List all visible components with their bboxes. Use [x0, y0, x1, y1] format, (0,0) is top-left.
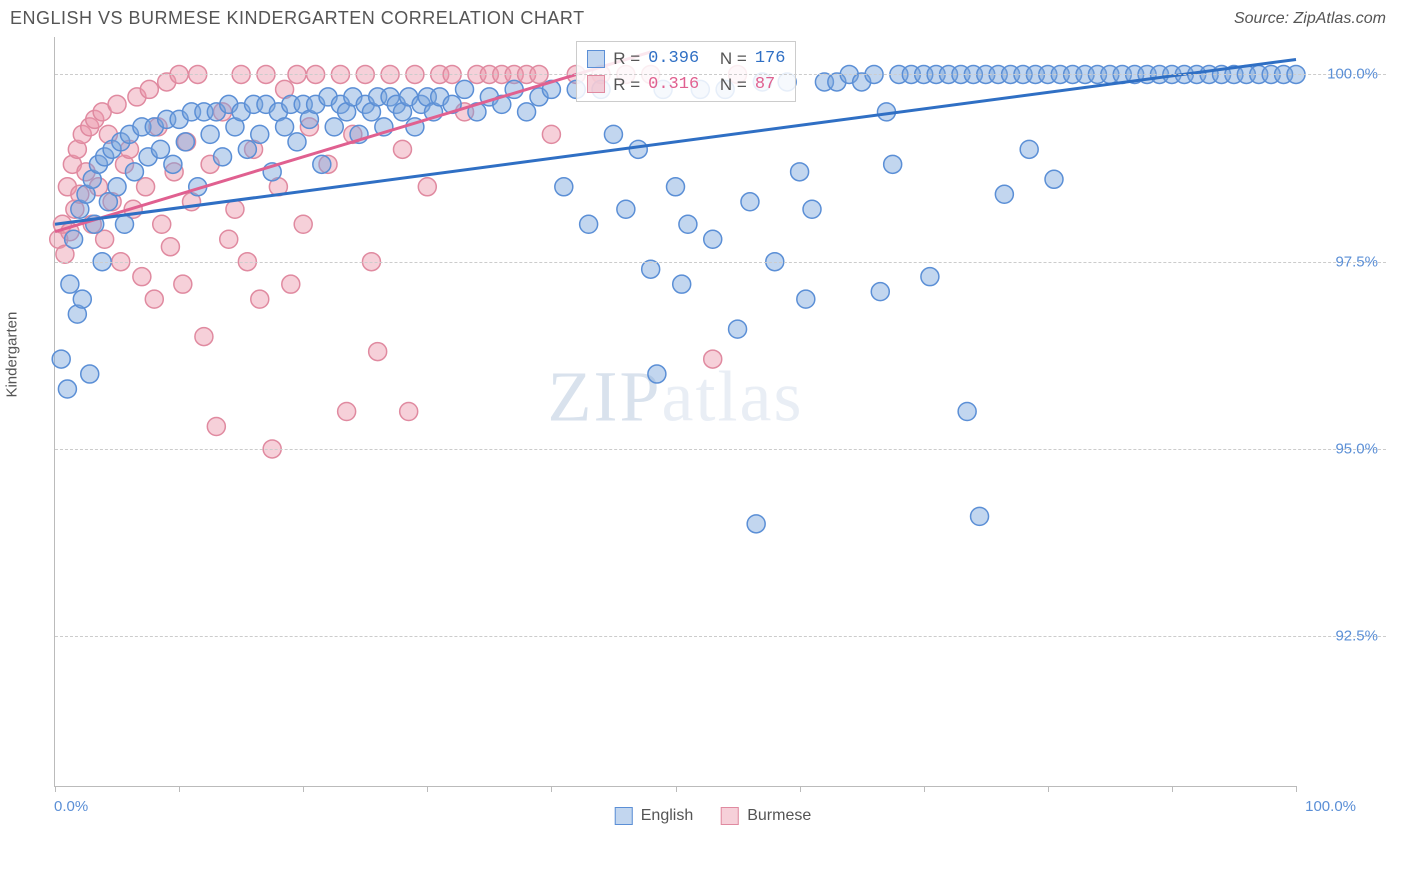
r-value-english: 0.396: [648, 46, 699, 72]
burmese-swatch: [587, 75, 605, 93]
chart-title: ENGLISH VS BURMESE KINDERGARTEN CORRELAT…: [10, 8, 585, 29]
english-legend-swatch: [615, 807, 633, 825]
lines-layer: [55, 37, 1296, 786]
n-value-english: 176: [755, 46, 786, 72]
y-tick-label: 95.0%: [1335, 440, 1378, 457]
stats-box: R = 0.396 N = 176 R = 0.316 N = 87: [576, 41, 796, 102]
legend-item-english: English: [615, 807, 693, 825]
english-swatch: [587, 50, 605, 68]
legend: English Burmese: [615, 807, 812, 825]
n-label: N =: [720, 46, 747, 72]
plot-area: ZIPatlas R = 0.396 N = 176 R = 0.316 N =…: [54, 37, 1296, 787]
stats-row-english: R = 0.396 N = 176: [587, 46, 785, 72]
y-tick-label: 97.5%: [1335, 253, 1378, 270]
r-label: R =: [613, 46, 640, 72]
x-axis-left-label: 0.0%: [54, 798, 88, 815]
y-axis-label: Kindergarten: [4, 312, 21, 398]
burmese-legend-label: Burmese: [747, 807, 811, 825]
english-legend-label: English: [641, 807, 693, 825]
y-tick-label: 92.5%: [1335, 628, 1378, 645]
y-tick-label: 100.0%: [1327, 66, 1378, 83]
burmese-legend-swatch: [721, 807, 739, 825]
chart-container: Kindergarten ZIPatlas R = 0.396 N = 176 …: [40, 37, 1386, 827]
legend-item-burmese: Burmese: [721, 807, 811, 825]
source-label: Source: ZipAtlas.com: [1234, 10, 1386, 28]
x-axis-right-label: 100.0%: [1305, 798, 1356, 815]
